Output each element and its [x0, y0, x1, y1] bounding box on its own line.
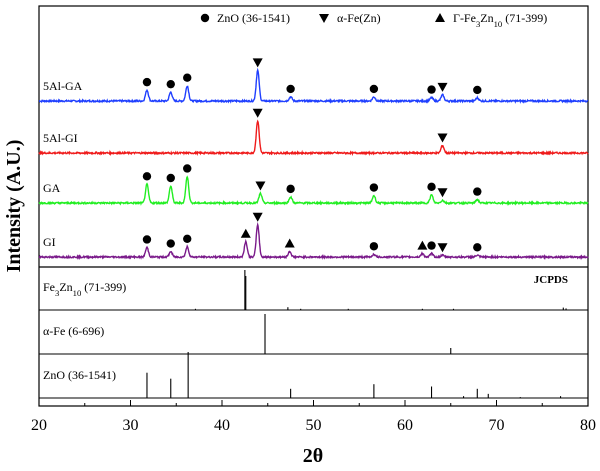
- reference-label-part: (71-399): [81, 280, 126, 294]
- peak-marker: [437, 188, 448, 198]
- peak-marker: [166, 239, 175, 248]
- x-tick-label: 80: [580, 417, 596, 434]
- peak-marker: [252, 58, 263, 68]
- x-tick-label: 60: [397, 417, 413, 434]
- x-tick-label: 30: [123, 417, 139, 434]
- reference-label: Fe3Zn10 (71-399): [43, 280, 126, 298]
- trace-5al-gi: [38, 119, 589, 157]
- x-tick-label: 50: [306, 417, 322, 434]
- peak-marker: [369, 84, 379, 94]
- peak-marker: [417, 240, 428, 250]
- peak-marker: [142, 235, 152, 244]
- reference-label-part: Zn: [59, 280, 72, 294]
- sample-label: GI: [43, 235, 56, 249]
- peak-marker: [473, 243, 482, 252]
- peak-marker: [369, 242, 379, 251]
- sample-label: 5Al-GI: [43, 131, 78, 145]
- jcpds-annotation: JCPDS: [534, 274, 568, 286]
- peak-marker: [286, 84, 295, 94]
- y-axis-label: Intensity (A.U.): [3, 140, 25, 273]
- peak-marker: [427, 182, 436, 192]
- peak-marker: [473, 187, 482, 196]
- peak-marker: [252, 108, 263, 118]
- peak-marker: [473, 85, 482, 95]
- peak-marker: [252, 212, 263, 222]
- reference-label-part: 3: [55, 288, 59, 298]
- reference-patterns: Fe3Zn10 (71-399) α-Fe (6-696) ZnO (36-1541…: [39, 270, 588, 399]
- legend-label-part: α-Fe(Zn): [337, 11, 381, 25]
- x-tick-label: 40: [214, 417, 230, 434]
- legend-marker: [200, 13, 210, 23]
- plot-frame: [38, 5, 589, 407]
- peak-marker: [437, 82, 448, 92]
- peak-marker: [142, 77, 152, 87]
- legend-label-part: Γ-Fe: [453, 11, 476, 25]
- reference-label-part: α-Fe (6-696): [43, 324, 104, 338]
- trace-ga: [38, 175, 589, 206]
- peak-marker: [427, 241, 436, 250]
- peak-marker: [427, 85, 436, 94]
- legend-label-part: 10: [494, 19, 503, 29]
- peak-marker: [286, 184, 295, 194]
- reference-label: ZnO (36-1541): [43, 368, 116, 382]
- trace-5al-ga: [38, 67, 589, 105]
- reference-label: α-Fe (6-696): [43, 324, 104, 338]
- reference-label-part: Fe: [43, 280, 55, 294]
- legend-label-part: ZnO (36-1541): [217, 11, 290, 25]
- legend-label-part: Zn: [480, 11, 493, 25]
- peak-marker: [437, 133, 448, 143]
- peak-marker: [437, 243, 448, 253]
- reference-label-part: ZnO (36-1541): [43, 368, 116, 382]
- peak-marker: [183, 164, 192, 173]
- peak-marker: [166, 79, 175, 89]
- sample-label: 5Al-GA: [43, 79, 83, 93]
- x-tick-label: 20: [31, 417, 47, 434]
- sample-label: GA: [43, 181, 61, 195]
- sample-traces: 5Al-GA 5Al-GI GA GI: [38, 67, 589, 261]
- peak-marker: [183, 73, 192, 82]
- legend-label: Γ-Fe3Zn10 (71-399): [453, 11, 547, 29]
- phase-legend: ZnO (36-1541) α-Fe(Zn) Γ-Fe3Zn10 (71-399): [200, 11, 547, 29]
- peak-marker: [284, 238, 295, 248]
- trace-gi: [38, 221, 589, 261]
- x-axis-label: 2θ: [303, 445, 323, 467]
- x-axis: 20 30 40 50 60 70 80: [31, 400, 596, 434]
- peak-marker: [369, 183, 379, 192]
- legend-marker: [319, 14, 329, 23]
- peak-marker: [240, 228, 251, 238]
- peak-marker: [166, 173, 175, 183]
- legend-label-part: (71-399): [502, 11, 547, 25]
- peak-marker: [183, 234, 192, 243]
- legend-label: α-Fe(Zn): [337, 11, 381, 25]
- peak-marker: [255, 181, 266, 191]
- legend-label: ZnO (36-1541): [217, 11, 290, 25]
- legend-label-part: 3: [476, 19, 480, 29]
- peak-marker: [142, 172, 152, 181]
- phase-markers: [142, 58, 482, 253]
- legend-marker: [435, 13, 445, 22]
- reference-label-part: 10: [73, 288, 82, 298]
- x-tick-label: 70: [489, 417, 505, 434]
